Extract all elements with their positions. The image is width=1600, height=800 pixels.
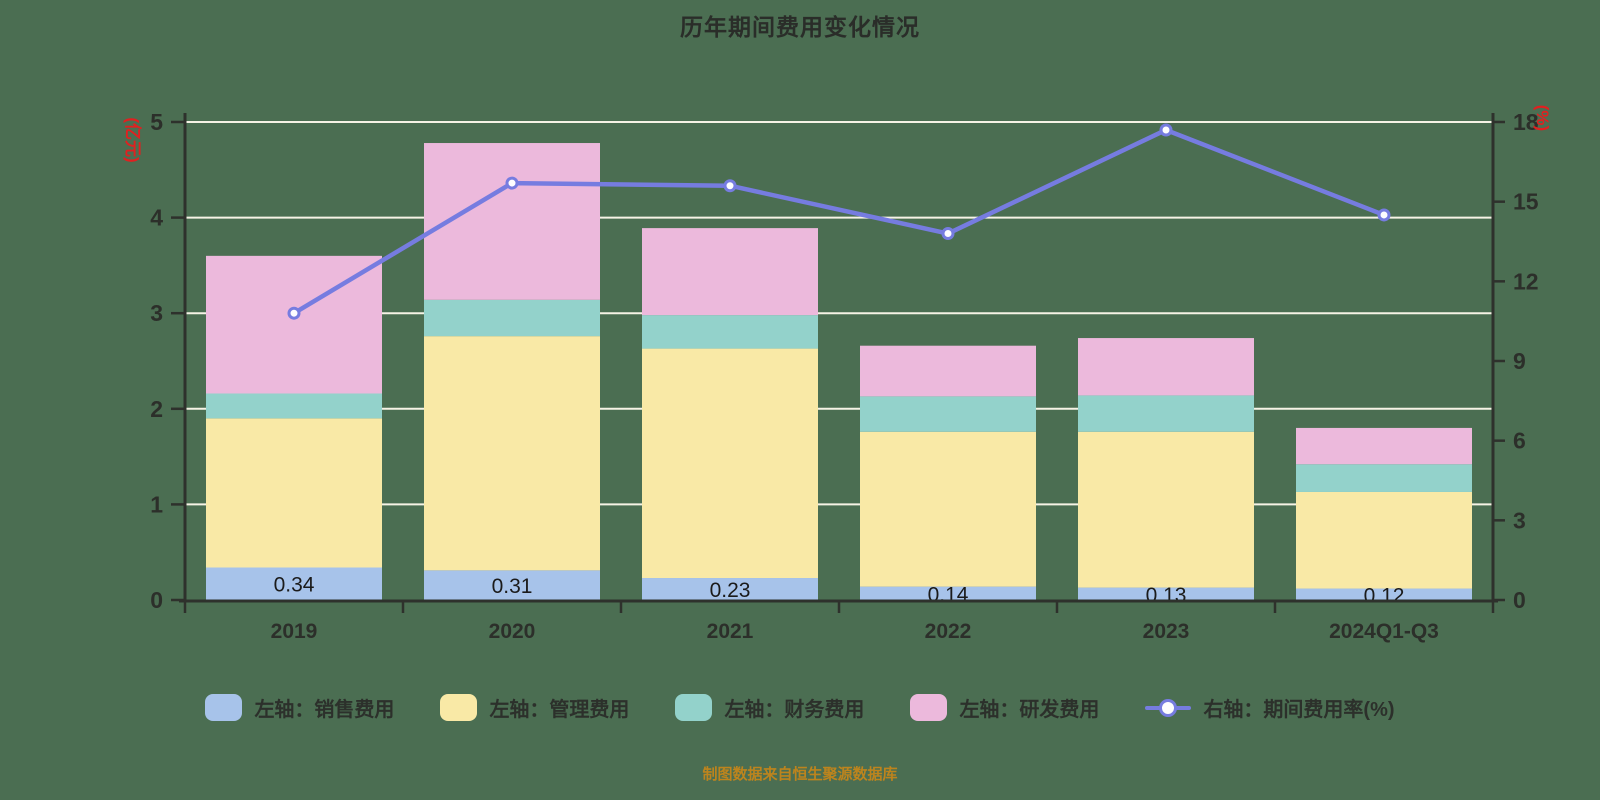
bar-segment[interactable] [206,567,382,600]
legend-swatch-icon [675,694,713,721]
line-data-point-marker[interactable] [287,306,301,320]
bar-segment[interactable] [206,418,382,568]
bar-segment[interactable] [860,396,1036,432]
bar-segment[interactable] [1296,464,1472,492]
left-axis-tick-label: 1 [150,491,163,517]
legend-item-admin-expense[interactable]: 左轴：管理费用 [440,693,629,722]
left-axis-tick-label: 4 [150,205,163,231]
expenses-combo-chart: 0.34 0.31 0.23 0.14 0.13 0.120123450369121518… [123,105,1552,643]
gridlines [185,121,1493,506]
left-axis-tick-label: 2 [150,396,163,422]
bar-segment[interactable] [642,315,818,349]
bar-group-2019: 0.34 [206,255,382,600]
line-data-point-marker[interactable] [941,227,955,241]
bar-segment[interactable] [424,570,600,600]
bar-value-label: 0.13 [1146,584,1187,607]
legend-item-label: 左轴：销售费用 [254,699,395,721]
left-axis-tick-label: 0 [150,587,163,613]
chart-legend: 左轴：销售费用 左轴：管理费用 左轴：财务费用 左轴：研发费用 右轴：期间费用率(%) [0,693,1600,722]
line-data-point-marker[interactable] [1377,208,1391,222]
source-note: 制图数据来自恒生聚源数据库 [702,766,898,783]
bar-segment[interactable] [642,578,818,600]
bar-group-2020: 0.31 [424,143,600,600]
legend-swatch-icon [205,694,243,721]
bar-group-2021: 0.23 [642,228,818,602]
legend-item-label: 左轴：财务费用 [724,699,865,721]
line-data-point-marker[interactable] [1159,123,1173,137]
bar-segment[interactable] [642,348,818,579]
x-axis-category-label: 2023 [1143,620,1190,643]
left-axis-tick-label: 3 [150,300,163,326]
bar-value-label: 0.31 [492,575,533,598]
bar-segment[interactable] [424,336,600,571]
bar-value-label: 0.14 [928,583,969,606]
bar-segment[interactable] [860,431,1036,587]
bar-segment[interactable] [424,143,600,300]
bar-group-2023: 0.13 [1078,338,1254,607]
line-data-point-marker[interactable] [723,179,737,193]
legend-item-label: 左轴：研发费用 [959,699,1100,721]
right-axis-tick-label: 9 [1513,348,1526,374]
x-axis-category-label: 2024Q1-Q3 [1329,620,1439,643]
legend-item-expense-ratio[interactable]: 右轴：期间费用率(%) [1145,693,1395,722]
legend-line-dot-icon [1159,699,1178,717]
bar-group-2022: 0.14 [860,345,1036,606]
bar-value-label: 0.23 [710,579,751,602]
legend-item-sales-expense[interactable]: 左轴：销售费用 [205,693,394,722]
bar-segment[interactable] [1296,427,1472,465]
bar-segment[interactable] [206,393,382,419]
legend-line-marker-icon [1145,694,1192,721]
right-axis-tick-label: 6 [1513,428,1526,454]
right-axis-tick-label: 12 [1513,268,1539,294]
bar-value-label: 0.34 [274,574,315,597]
legend-swatch-icon [440,694,478,721]
legend-item-label: 左轴：管理费用 [489,699,630,721]
legend-item-label: 右轴：期间费用率(%) [1203,699,1395,721]
bar-segment[interactable] [860,345,1036,397]
left-axis-unit-label: (亿元) [123,117,143,162]
bar-segment[interactable] [1296,491,1472,589]
expense-ratio-line-series [287,123,1391,320]
bar-group-2024Q1-Q3: 0.12 [1296,427,1472,607]
bar-segment[interactable] [1078,395,1254,432]
bar-segment[interactable] [1078,431,1254,588]
bar-segment[interactable] [424,299,600,337]
right-axis-tick-label: 0 [1513,587,1526,613]
right-axis-tick-label: 18 [1513,109,1539,135]
right-axis-tick-label: 3 [1513,507,1526,533]
bar-value-label: 0.12 [1364,584,1405,607]
x-axis-category-label: 2020 [489,620,536,643]
right-axis-unit-label: (%) [1533,105,1552,131]
bar-segment[interactable] [642,228,818,316]
line-data-point-marker[interactable] [505,176,519,190]
chart-title: 历年期间费用变化情况 [680,14,920,40]
left-axis-tick-label: 5 [150,109,163,135]
legend-item-rd-expense[interactable]: 左轴：研发费用 [910,693,1099,722]
legend-item-finance-expense[interactable]: 左轴：财务费用 [675,693,864,722]
x-axis-category-label: 2021 [707,620,754,643]
bar-segment[interactable] [1296,588,1472,600]
x-axis-category-label: 2022 [925,620,972,643]
bar-segment[interactable] [860,586,1036,600]
right-axis-tick-label: 15 [1513,189,1539,215]
legend-swatch-icon [910,694,948,721]
x-axis-category-label: 2019 [271,620,318,643]
bar-segment[interactable] [1078,587,1254,600]
bar-segment[interactable] [1078,338,1254,396]
